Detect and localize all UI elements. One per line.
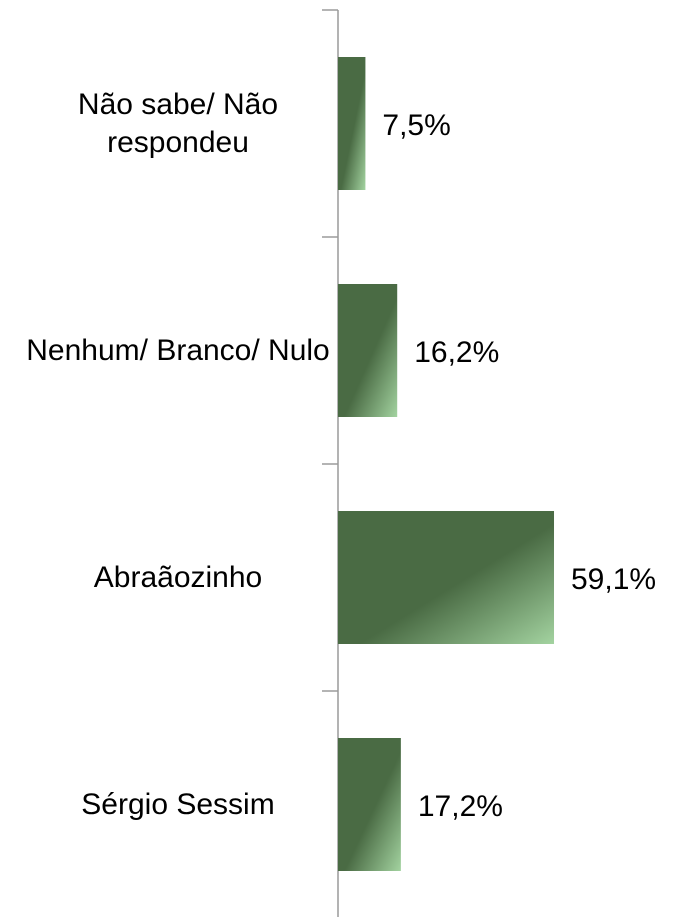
bar <box>338 738 401 871</box>
value-label: 59,1% <box>571 562 657 596</box>
bar <box>338 511 555 644</box>
bar <box>338 57 366 190</box>
category-label: Sérgio Sessim <box>81 787 275 821</box>
category-label: Nenhum/ Branco/ Nulo <box>26 333 330 367</box>
value-label: 7,5% <box>382 108 451 142</box>
category-label: Abraãozinho <box>93 560 263 594</box>
value-label: 17,2% <box>417 789 503 823</box>
value-label: 16,2% <box>414 335 500 369</box>
category-label: Não sabe/ Não respondeu <box>77 87 279 159</box>
bar <box>338 284 398 417</box>
